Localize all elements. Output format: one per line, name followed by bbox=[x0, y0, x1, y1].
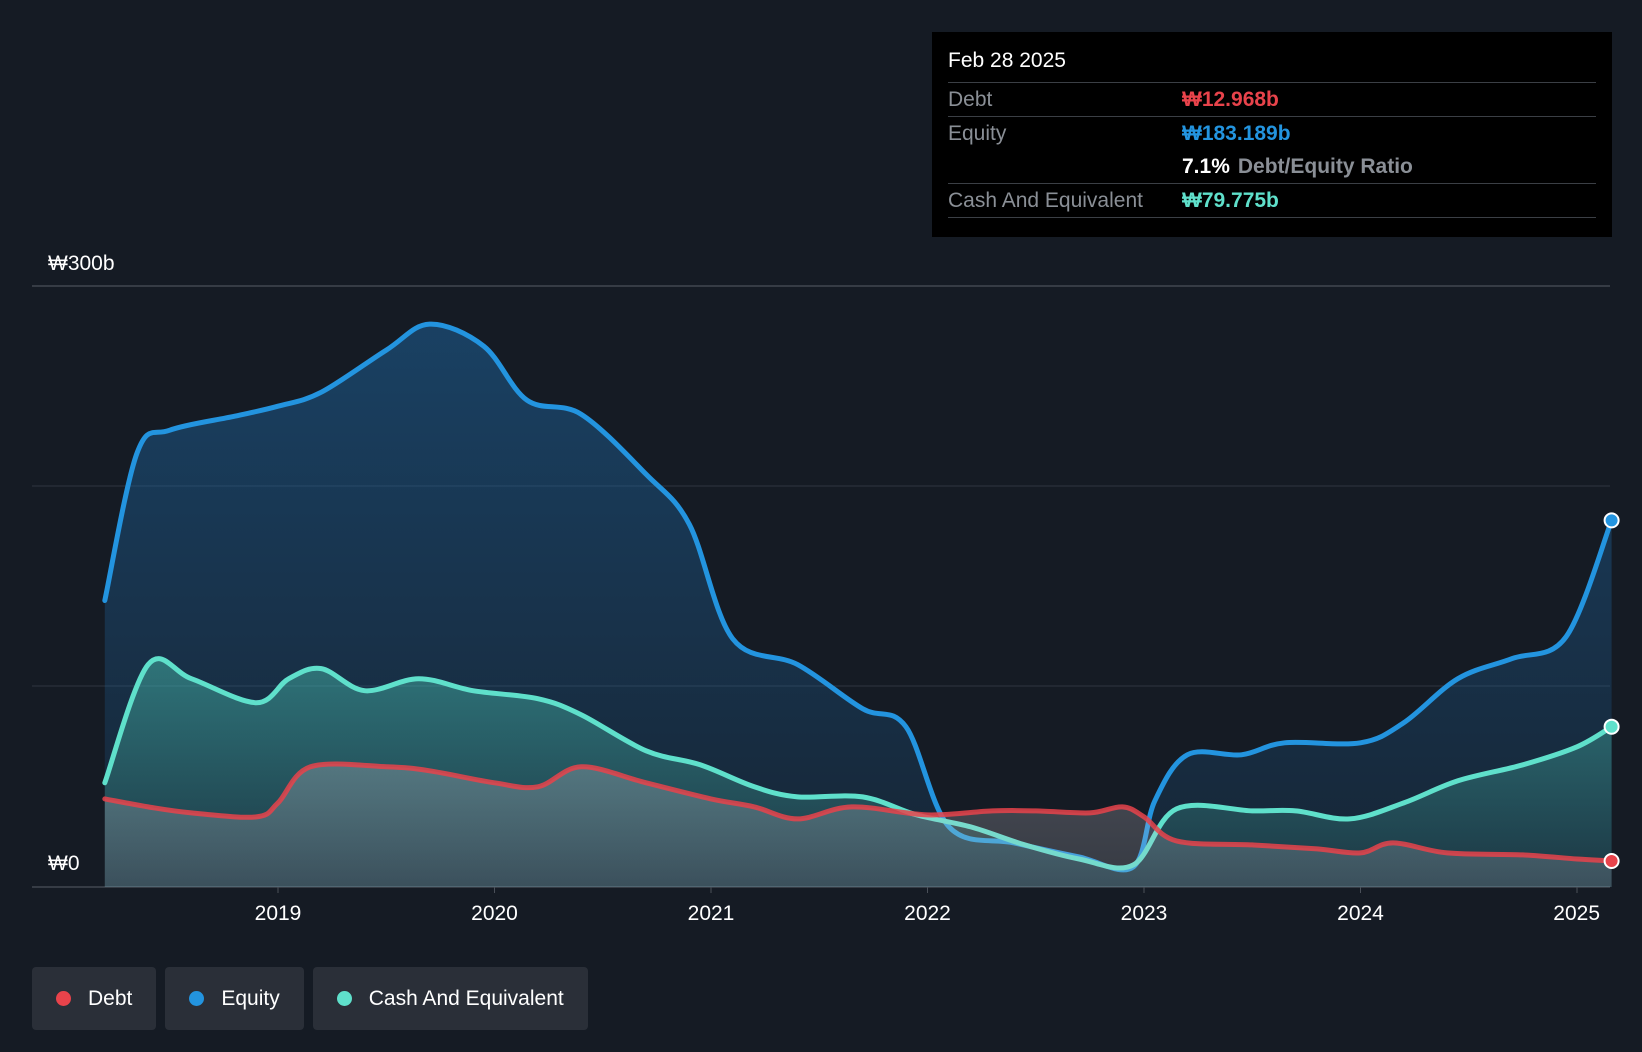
equity-end-point[interactable] bbox=[1603, 512, 1620, 529]
debt-dot-icon bbox=[56, 991, 71, 1006]
legend-item-cash[interactable]: Cash And Equivalent bbox=[312, 967, 588, 1030]
tooltip-row-equity: Equity ₩183.189b bbox=[948, 117, 1596, 150]
legend-item-equity[interactable]: Equity bbox=[165, 967, 304, 1030]
legend: Debt Equity Cash And Equivalent bbox=[32, 967, 588, 1030]
x-tick-label-2021: 2021 bbox=[688, 902, 735, 925]
x-tick-label-2022: 2022 bbox=[904, 902, 951, 925]
cash-dot-icon bbox=[336, 991, 352, 1006]
plot-area bbox=[102, 321, 1620, 887]
tooltip: Feb 28 2025 Debt ₩12.968b Equity ₩183.18… bbox=[932, 32, 1612, 237]
tooltip-ratio-spacer bbox=[948, 150, 1182, 183]
x-tick-label-2024: 2024 bbox=[1337, 902, 1384, 925]
equity-line bbox=[102, 321, 1615, 873]
x-tick-label-2025: 2025 bbox=[1553, 902, 1600, 925]
tooltip-cash-label: Cash And Equivalent bbox=[948, 189, 1143, 212]
tooltip-debt-label: Debt bbox=[948, 88, 993, 111]
x-axis-ticks: 2019 2020 2021 2022 2023 2024 2025 bbox=[255, 887, 1600, 925]
tooltip-date: Feb 28 2025 bbox=[948, 46, 1596, 83]
tooltip-ratio-value: 7.1% bbox=[1182, 155, 1230, 178]
tooltip-ratio-label: Debt/Equity Ratio bbox=[1237, 155, 1413, 178]
x-tick-label-2019: 2019 bbox=[255, 902, 302, 925]
equity-dot-icon bbox=[189, 991, 205, 1006]
tooltip-equity-value: ₩183.189b bbox=[1182, 122, 1291, 145]
tooltip-debt-value: ₩12.968b bbox=[1182, 88, 1279, 111]
cash-and-equivalent-line bbox=[102, 656, 1615, 871]
debt-line bbox=[102, 761, 1615, 864]
tooltip-row-ratio: 7.1% Debt/Equity Ratio bbox=[948, 150, 1596, 184]
debt-area bbox=[104, 763, 1612, 887]
legend-cash-label: Cash And Equivalent bbox=[368, 986, 564, 1010]
tooltip-row-cash: Cash And Equivalent ₩79.775b bbox=[948, 184, 1596, 218]
tooltip-row-debt: Debt ₩12.968b bbox=[948, 83, 1596, 117]
legend-debt-label: Debt bbox=[88, 986, 133, 1010]
x-tick-label-2023: 2023 bbox=[1121, 902, 1168, 925]
y-axis-bottom-label: ₩0 bbox=[48, 852, 80, 875]
x-tick-label-2020: 2020 bbox=[471, 902, 518, 925]
debt-end-point[interactable] bbox=[1603, 853, 1620, 869]
legend-item-debt[interactable]: Debt bbox=[32, 967, 157, 1030]
tooltip-cash-value: ₩79.775b bbox=[1182, 189, 1279, 212]
legend-equity-label: Equity bbox=[221, 986, 280, 1010]
y-axis-top-label: ₩300b bbox=[48, 252, 115, 275]
tooltip-equity-label: Equity bbox=[948, 122, 1007, 145]
cash-and-equivalent-end-point[interactable] bbox=[1603, 718, 1620, 735]
